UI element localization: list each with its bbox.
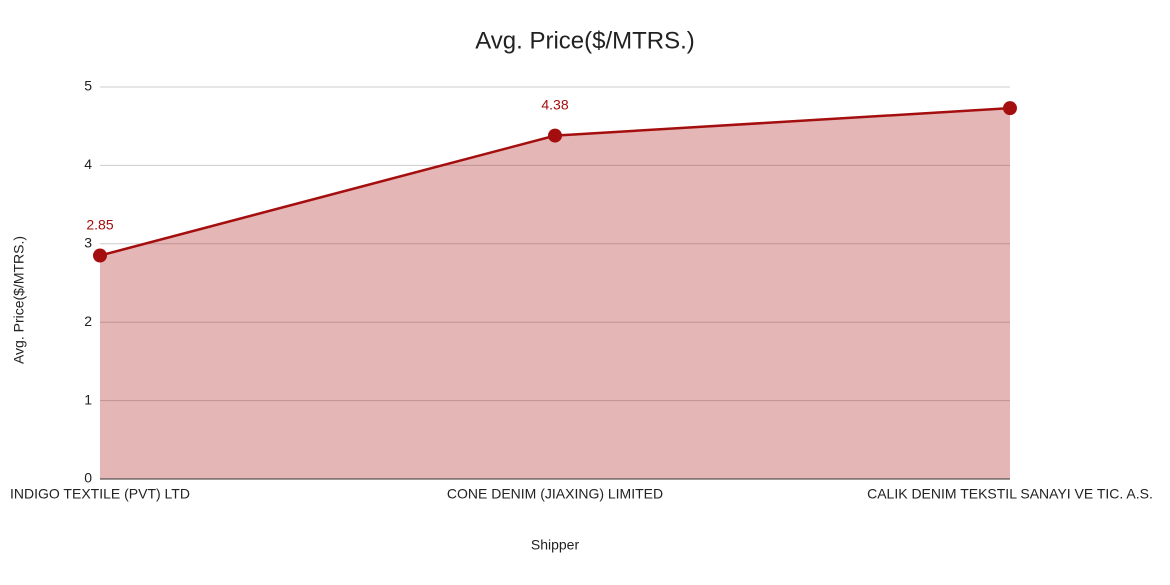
y-tick-label: 1 (84, 391, 92, 407)
point (548, 128, 562, 143)
x-tick-label: CALIK DENIM TEKSTIL SANAYI VE TIC. A.S. (867, 486, 1153, 502)
y-tick-label: 3 (84, 235, 92, 251)
chart-title: Avg. Price($/MTRS.) (475, 27, 695, 54)
x-tick-label: CONE DENIM (JIAXING) LIMITED (447, 486, 663, 502)
x-tick-label: INDIGO TEXTILE (PVT) LTD (10, 486, 190, 502)
data-label: 4.38 (541, 96, 568, 112)
y-tick-label: 4 (84, 156, 92, 172)
data-label: 2.85 (86, 216, 113, 232)
y-tick-label: 2 (84, 313, 92, 329)
point (1003, 101, 1017, 116)
x-axis-label: Shipper (531, 537, 580, 553)
y-tick-label: 0 (84, 470, 92, 486)
y-axis-label: Avg. Price($/MTRS.) (11, 236, 27, 364)
y-tick-label: 5 (84, 78, 92, 94)
point (93, 248, 107, 263)
area-fill (100, 108, 1010, 479)
